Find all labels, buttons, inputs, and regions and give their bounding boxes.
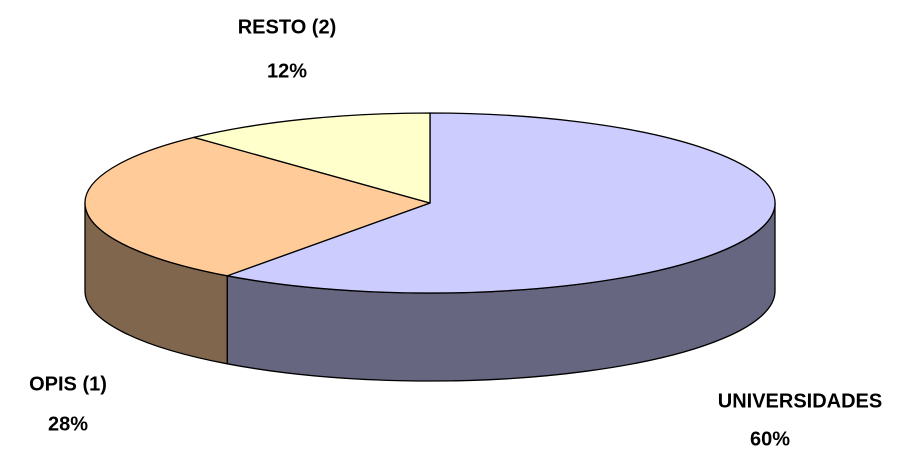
slice-label: UNIVERSIDADES — [718, 390, 882, 412]
slice-value-label: 28% — [48, 413, 88, 435]
slice — [193, 112, 431, 204]
slice — [226, 112, 776, 294]
slice-value-label: 12% — [267, 60, 307, 82]
slice-value-label: 60% — [750, 428, 790, 450]
slice — [84, 136, 431, 277]
slice-label: RESTO (2) — [238, 16, 337, 38]
slice-label: OPIS (1) — [29, 373, 107, 395]
